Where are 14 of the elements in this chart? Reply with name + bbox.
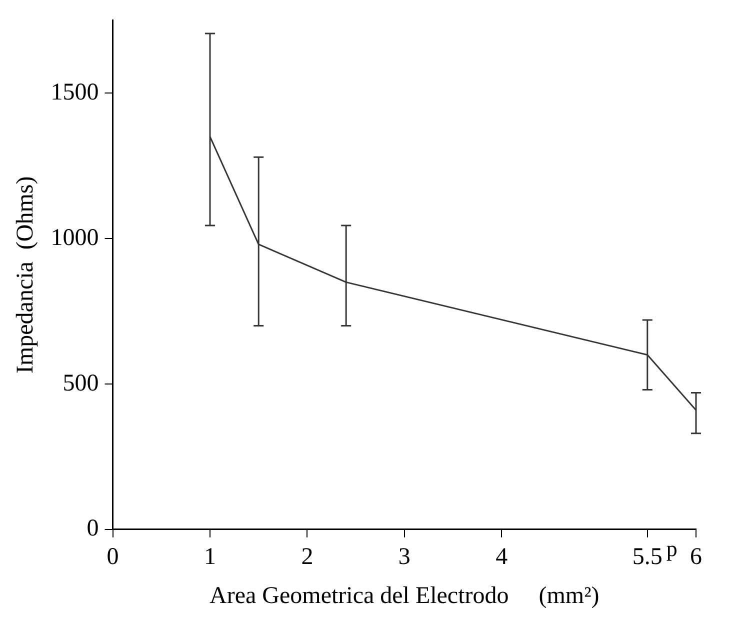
y-axis-title: Impedancia (Ohms) bbox=[12, 176, 39, 374]
x-axis-title: Area Geometrica del Electrodo (mm²) bbox=[210, 582, 600, 609]
x-tick-label: 6 bbox=[690, 544, 702, 570]
y-tick-label: 500 bbox=[62, 370, 99, 396]
x-tick-label: 5.5 bbox=[632, 544, 662, 570]
x-tick-label: 2 bbox=[301, 544, 314, 570]
y-tick-label: 0 bbox=[86, 516, 99, 542]
x-tick-label: 0 bbox=[106, 544, 119, 570]
x-tick-label: 4 bbox=[496, 544, 508, 570]
x-tick-label: 3 bbox=[398, 544, 410, 570]
x-tick-label: 1 bbox=[204, 544, 216, 570]
text: p bbox=[666, 536, 678, 562]
y-tick-label: 1500 bbox=[50, 79, 99, 106]
y-tick-label: 1000 bbox=[50, 224, 99, 251]
